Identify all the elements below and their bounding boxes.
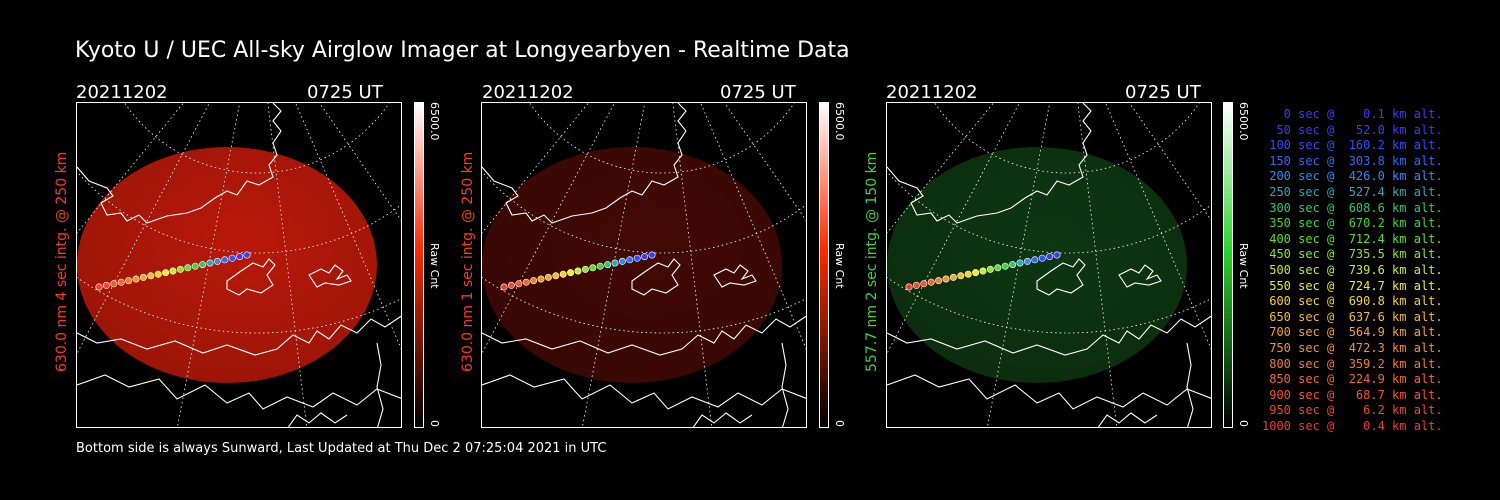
panel-1-cbar-min: 0: [428, 420, 441, 427]
legend-item: 450 sec @ 735.5 km alt.: [1262, 247, 1443, 262]
panel-1-ylabel: 630.0 nm 4 sec intg. @ 250 km: [54, 151, 70, 372]
panel-2-colorbar: [819, 102, 829, 428]
legend-item: 300 sec @ 608.6 km alt.: [1262, 200, 1443, 215]
legend-item: 500 sec @ 739.6 km alt.: [1262, 262, 1443, 277]
panel-2-cbar-label: Raw Cnt: [833, 243, 846, 289]
panel-1-time: 0725 UT: [307, 82, 383, 103]
trajectory-legend: 0 sec @ 0.1 km alt. 50 sec @ 52.0 km alt…: [1262, 107, 1443, 434]
panel-2-cbar-max: 6500.0: [833, 102, 846, 141]
legend-item: 700 sec @ 564.9 km alt.: [1262, 325, 1443, 340]
panel-1-map: [77, 103, 401, 427]
panel-1-cbar-max: 6500.0: [428, 102, 441, 141]
legend-item: 1000 sec @ 0.4 km alt.: [1262, 418, 1443, 433]
panel-3-cbar-max: 6500.0: [1237, 102, 1250, 141]
panel-2-date: 20211202: [482, 82, 574, 103]
panel-1-cbar-label: Raw Cnt: [428, 243, 441, 289]
legend-item: 650 sec @ 637.6 km alt.: [1262, 309, 1443, 324]
panel-1-date: 20211202: [76, 82, 168, 103]
legend-item: 850 sec @ 224.9 km alt.: [1262, 372, 1443, 387]
legend-item: 550 sec @ 724.7 km alt.: [1262, 278, 1443, 293]
panel-3-cbar-min: 0: [1237, 420, 1250, 427]
legend-item: 200 sec @ 426.0 km alt.: [1262, 169, 1443, 184]
page-title: Kyoto U / UEC All-sky Airglow Imager at …: [75, 38, 850, 63]
legend-item: 950 sec @ 6.2 km alt.: [1262, 403, 1443, 418]
legend-item: 350 sec @ 670.2 km alt.: [1262, 216, 1443, 231]
legend-item: 600 sec @ 690.8 km alt.: [1262, 294, 1443, 309]
panel-2-image: [481, 102, 807, 428]
legend-item: 750 sec @ 472.3 km alt.: [1262, 340, 1443, 355]
panel-2-ylabel: 630.0 nm 1 sec intg. @ 250 km: [460, 151, 476, 372]
legend-item: 50 sec @ 52.0 km alt.: [1262, 122, 1443, 137]
panel-2-map: [482, 103, 806, 427]
panel-2-cbar-min: 0: [833, 420, 846, 427]
footer-note: Bottom side is always Sunward, Last Upda…: [76, 441, 607, 456]
panel-1-colorbar: [414, 102, 424, 428]
legend-item: 100 sec @ 160.2 km alt.: [1262, 138, 1443, 153]
panel-3-image: [886, 102, 1212, 428]
legend-item: 400 sec @ 712.4 km alt.: [1262, 231, 1443, 246]
panel-2-time: 0725 UT: [720, 82, 796, 103]
panel-3-date: 20211202: [886, 82, 978, 103]
legend-item: 0 sec @ 0.1 km alt.: [1262, 107, 1443, 121]
panel-3-time: 0725 UT: [1125, 82, 1201, 103]
legend-item: 800 sec @ 359.2 km alt.: [1262, 356, 1443, 371]
panel-3-ylabel: 557.7 nm 2 sec intg. @ 150 km: [864, 151, 880, 372]
panel-3-cbar-label: Raw Cnt: [1237, 243, 1250, 289]
legend-item: 900 sec @ 68.7 km alt.: [1262, 387, 1443, 402]
legend-item: 150 sec @ 303.8 km alt.: [1262, 153, 1443, 168]
panel-1-image: [76, 102, 402, 428]
legend-item: 250 sec @ 527.4 km alt.: [1262, 184, 1443, 199]
panel-3-colorbar: [1223, 102, 1233, 428]
panel-3-map: [887, 103, 1211, 427]
